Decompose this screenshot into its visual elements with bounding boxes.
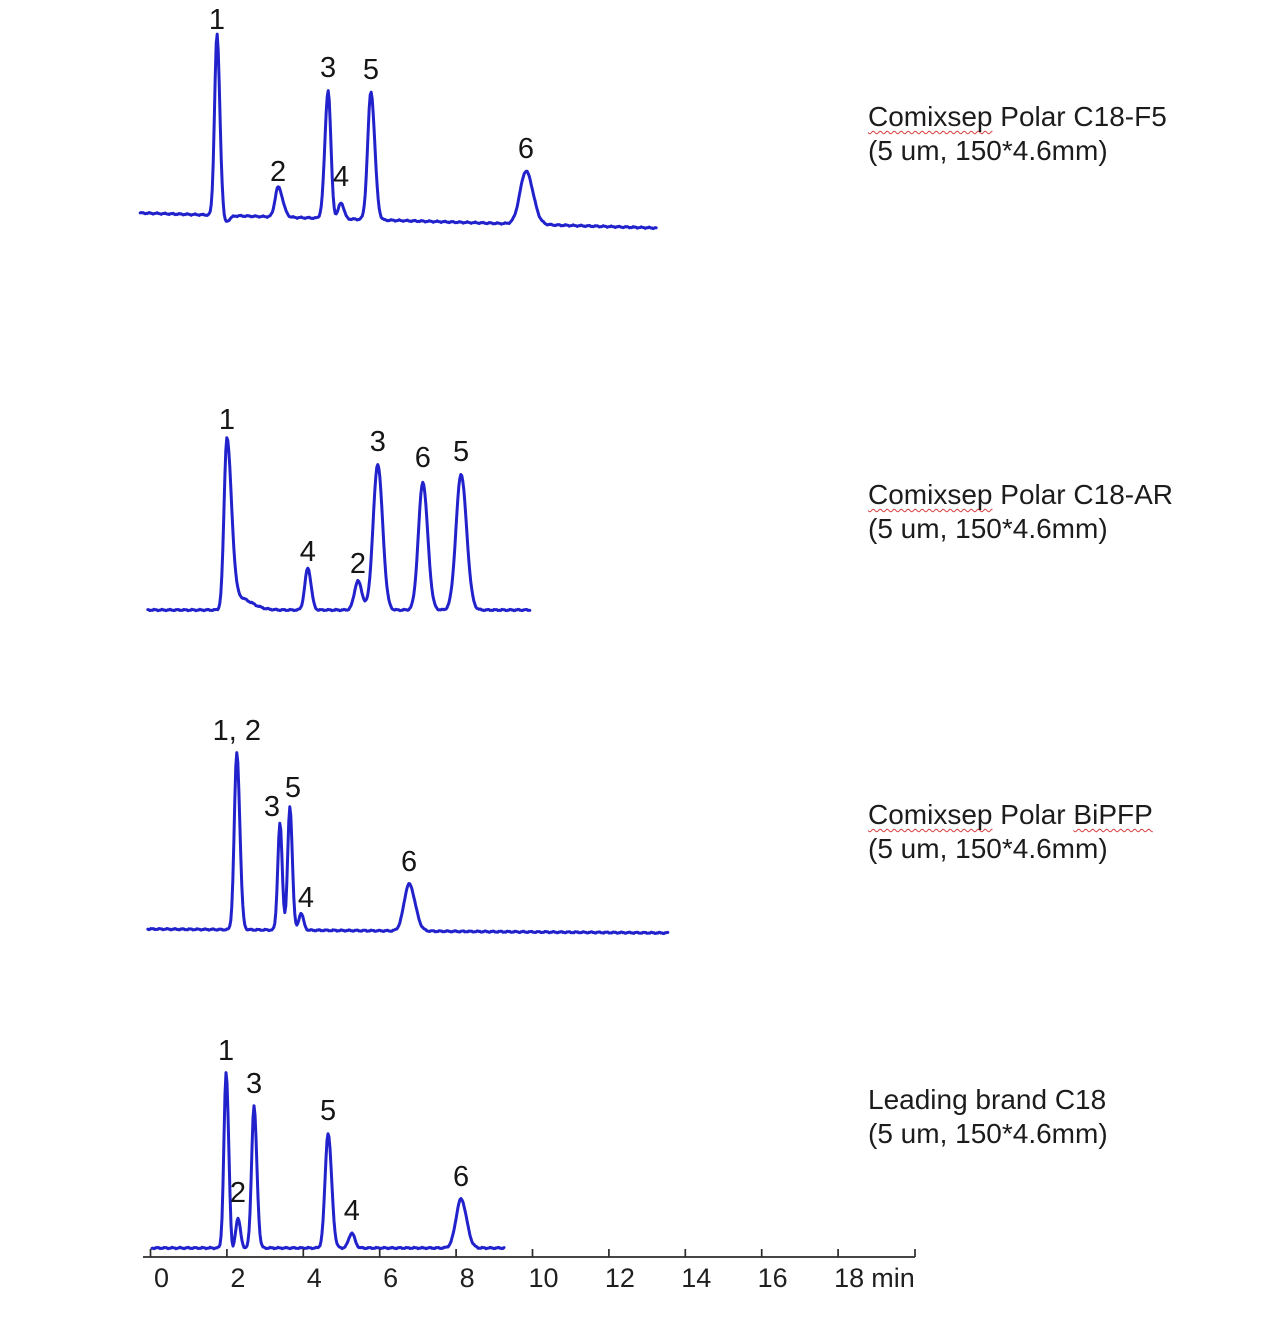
- trace-leading-brand-c18: [150, 1071, 506, 1251]
- trace-comixsep-polar-c18-ar: [146, 436, 532, 613]
- trace-comixsep-polar-bipfp: [146, 751, 670, 936]
- trace-comixsep-polar-c18-f5: [138, 32, 658, 231]
